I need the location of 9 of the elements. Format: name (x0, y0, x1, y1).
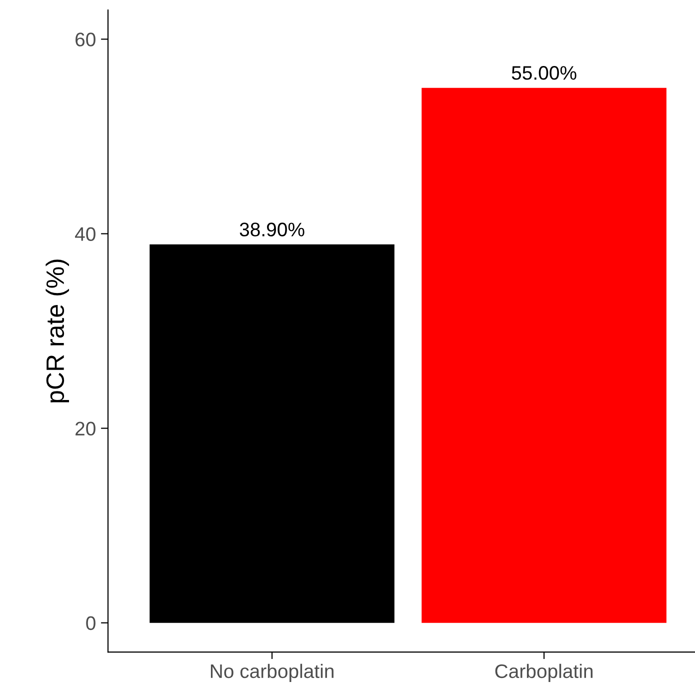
y-axis-title: pCR rate (%) (46, 260, 70, 402)
y-tick-label: 60 (76, 32, 96, 46)
data-label: 38.90% (240, 222, 304, 236)
data-label: 55.00% (512, 66, 576, 80)
y-tick-label: 20 (76, 422, 96, 436)
y-tick-label: 0 (86, 616, 96, 630)
x-tick-label: Carboplatin (495, 664, 592, 682)
x-tick-label: No carboplatin (210, 664, 334, 682)
y-tick-label: 40 (75, 227, 96, 241)
